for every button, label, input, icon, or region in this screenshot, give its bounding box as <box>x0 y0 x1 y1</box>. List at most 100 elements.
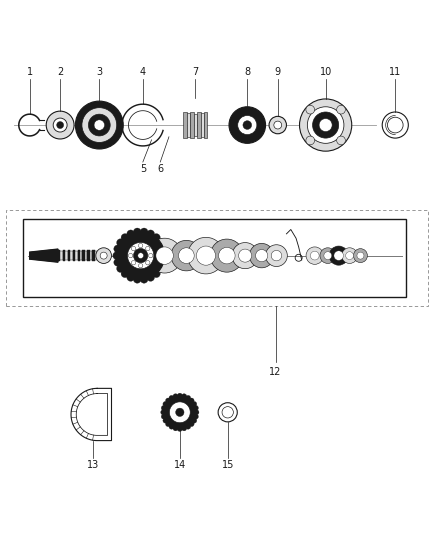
Bar <box>85 251 87 260</box>
Circle shape <box>300 99 352 151</box>
Circle shape <box>181 394 187 399</box>
Circle shape <box>265 245 287 266</box>
Bar <box>63 250 65 261</box>
Circle shape <box>161 410 166 415</box>
Circle shape <box>127 230 134 238</box>
Circle shape <box>113 252 120 260</box>
Text: 4: 4 <box>140 67 146 77</box>
Bar <box>190 112 194 138</box>
Circle shape <box>152 233 160 241</box>
Circle shape <box>229 107 265 143</box>
Circle shape <box>161 252 169 260</box>
Text: 11: 11 <box>389 67 401 77</box>
Circle shape <box>271 251 282 261</box>
Circle shape <box>157 265 165 272</box>
Circle shape <box>311 251 319 260</box>
Circle shape <box>88 114 110 136</box>
Circle shape <box>117 239 124 247</box>
Circle shape <box>319 118 332 132</box>
Circle shape <box>191 401 197 407</box>
Circle shape <box>176 408 184 416</box>
Circle shape <box>160 245 168 253</box>
Circle shape <box>161 414 166 419</box>
Circle shape <box>127 273 134 281</box>
Circle shape <box>210 239 244 272</box>
Circle shape <box>187 237 224 274</box>
Circle shape <box>121 233 129 241</box>
Text: 1: 1 <box>27 67 33 77</box>
Circle shape <box>82 108 117 142</box>
Bar <box>60 251 63 260</box>
Circle shape <box>173 426 178 431</box>
Circle shape <box>171 240 201 271</box>
Text: 15: 15 <box>222 460 234 470</box>
Text: 10: 10 <box>319 67 332 77</box>
Circle shape <box>140 276 148 283</box>
Circle shape <box>313 112 339 138</box>
Circle shape <box>320 248 336 263</box>
Polygon shape <box>30 249 58 262</box>
Circle shape <box>357 252 364 259</box>
Circle shape <box>177 393 183 398</box>
Circle shape <box>163 396 196 429</box>
Circle shape <box>238 116 257 135</box>
Bar <box>92 250 95 261</box>
Circle shape <box>138 253 144 259</box>
Circle shape <box>94 120 105 130</box>
Text: 13: 13 <box>87 460 99 470</box>
Circle shape <box>145 261 150 265</box>
Circle shape <box>148 254 153 258</box>
Circle shape <box>181 426 187 431</box>
Circle shape <box>152 270 160 278</box>
Circle shape <box>306 136 314 145</box>
Bar <box>183 112 187 138</box>
Circle shape <box>342 248 357 263</box>
Circle shape <box>239 249 252 262</box>
Circle shape <box>147 230 155 238</box>
Circle shape <box>196 246 215 265</box>
Circle shape <box>179 248 194 263</box>
Circle shape <box>96 248 112 263</box>
Circle shape <box>170 402 190 423</box>
Circle shape <box>166 422 171 426</box>
Bar <box>82 250 85 261</box>
Circle shape <box>169 424 174 429</box>
Circle shape <box>140 228 148 236</box>
Circle shape <box>306 247 323 264</box>
Circle shape <box>133 228 141 236</box>
Text: 7: 7 <box>192 67 198 77</box>
Circle shape <box>53 118 67 132</box>
Bar <box>78 250 80 261</box>
Bar <box>194 114 197 136</box>
Text: 5: 5 <box>140 164 146 174</box>
Circle shape <box>46 111 74 139</box>
Bar <box>70 251 73 260</box>
Circle shape <box>57 122 64 128</box>
Circle shape <box>177 426 183 431</box>
Circle shape <box>128 254 133 258</box>
Circle shape <box>346 252 353 260</box>
Circle shape <box>160 259 168 266</box>
Circle shape <box>100 252 107 259</box>
Circle shape <box>255 249 268 262</box>
Bar <box>65 251 68 260</box>
Circle shape <box>337 136 346 145</box>
Circle shape <box>193 414 198 419</box>
Text: 3: 3 <box>96 67 102 77</box>
Circle shape <box>250 244 274 268</box>
Bar <box>23 219 406 297</box>
Circle shape <box>147 273 155 281</box>
Circle shape <box>191 418 197 423</box>
Text: 12: 12 <box>269 367 282 377</box>
Circle shape <box>173 394 178 399</box>
Circle shape <box>185 424 191 429</box>
Circle shape <box>121 270 129 278</box>
Circle shape <box>353 249 367 263</box>
Circle shape <box>134 248 148 263</box>
Circle shape <box>145 246 150 251</box>
Circle shape <box>138 263 143 268</box>
Circle shape <box>219 247 235 264</box>
Bar <box>68 250 70 261</box>
Bar <box>187 113 190 137</box>
Circle shape <box>306 106 314 114</box>
